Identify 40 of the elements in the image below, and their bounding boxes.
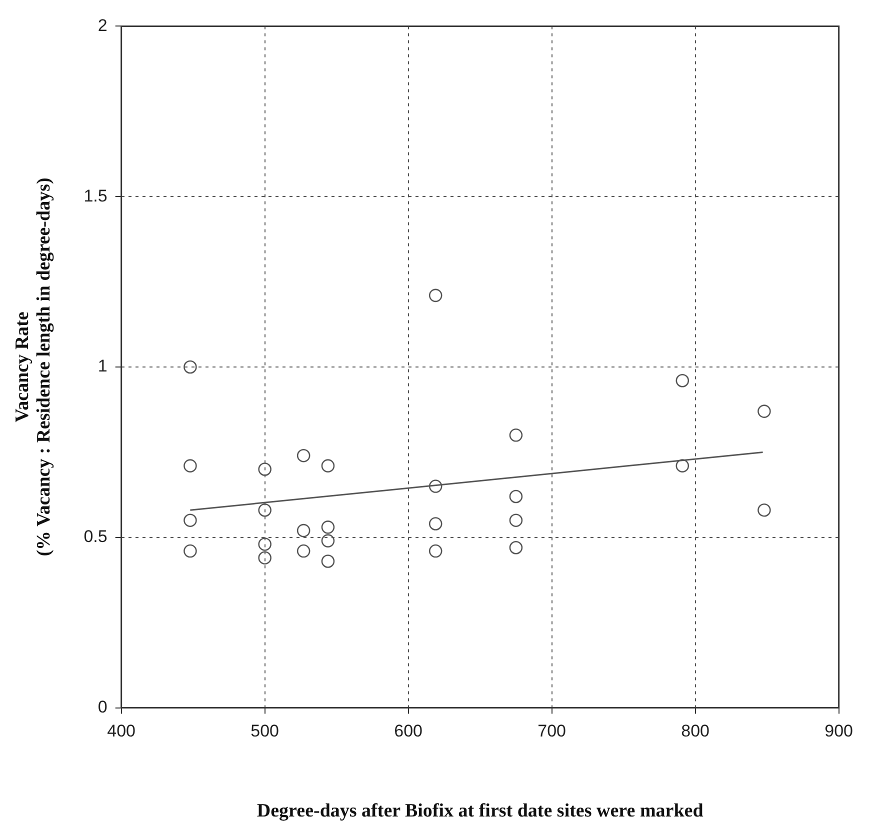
point: [428, 517, 442, 530]
point: [321, 520, 335, 534]
x-tick-label: 900: [824, 722, 854, 741]
point: [428, 480, 442, 493]
point: [428, 544, 442, 558]
point: [296, 448, 310, 462]
point: [321, 554, 335, 568]
x-tick-label: 800: [681, 722, 710, 741]
y-tick-label: 1: [98, 356, 108, 376]
y-axis-title: Vacancy Rate (% Vacancy : Residence length in degree-days): [12, 178, 55, 556]
x-tick-label: 400: [107, 722, 136, 741]
point: [509, 428, 523, 442]
point: [321, 534, 335, 548]
y-tick-label: 2: [98, 16, 108, 35]
x-tick-label: 600: [394, 722, 423, 741]
point: [258, 538, 272, 551]
point: [509, 514, 523, 528]
x-tick-label: 700: [538, 722, 566, 741]
x-tick-label: 500: [250, 722, 280, 741]
point: [258, 551, 272, 564]
point: [758, 503, 771, 517]
point: [258, 462, 272, 476]
point: [321, 459, 335, 472]
point: [509, 490, 523, 504]
point: [676, 374, 690, 388]
point: [184, 544, 197, 558]
y-tick-label: 1.5: [84, 186, 108, 206]
point: [758, 404, 771, 418]
point: [296, 544, 310, 558]
y-tick-label: 0.5: [84, 527, 108, 546]
point: [258, 503, 272, 517]
point: [184, 459, 197, 472]
point: [296, 524, 310, 538]
point: [676, 459, 690, 472]
x-axis-title: Degree-days after Biofix at first date sites were marked: [256, 800, 704, 822]
point: [509, 540, 523, 554]
point: [184, 360, 197, 374]
y-tick-label: 0: [98, 697, 108, 716]
point: [428, 288, 442, 302]
point: [184, 514, 197, 528]
